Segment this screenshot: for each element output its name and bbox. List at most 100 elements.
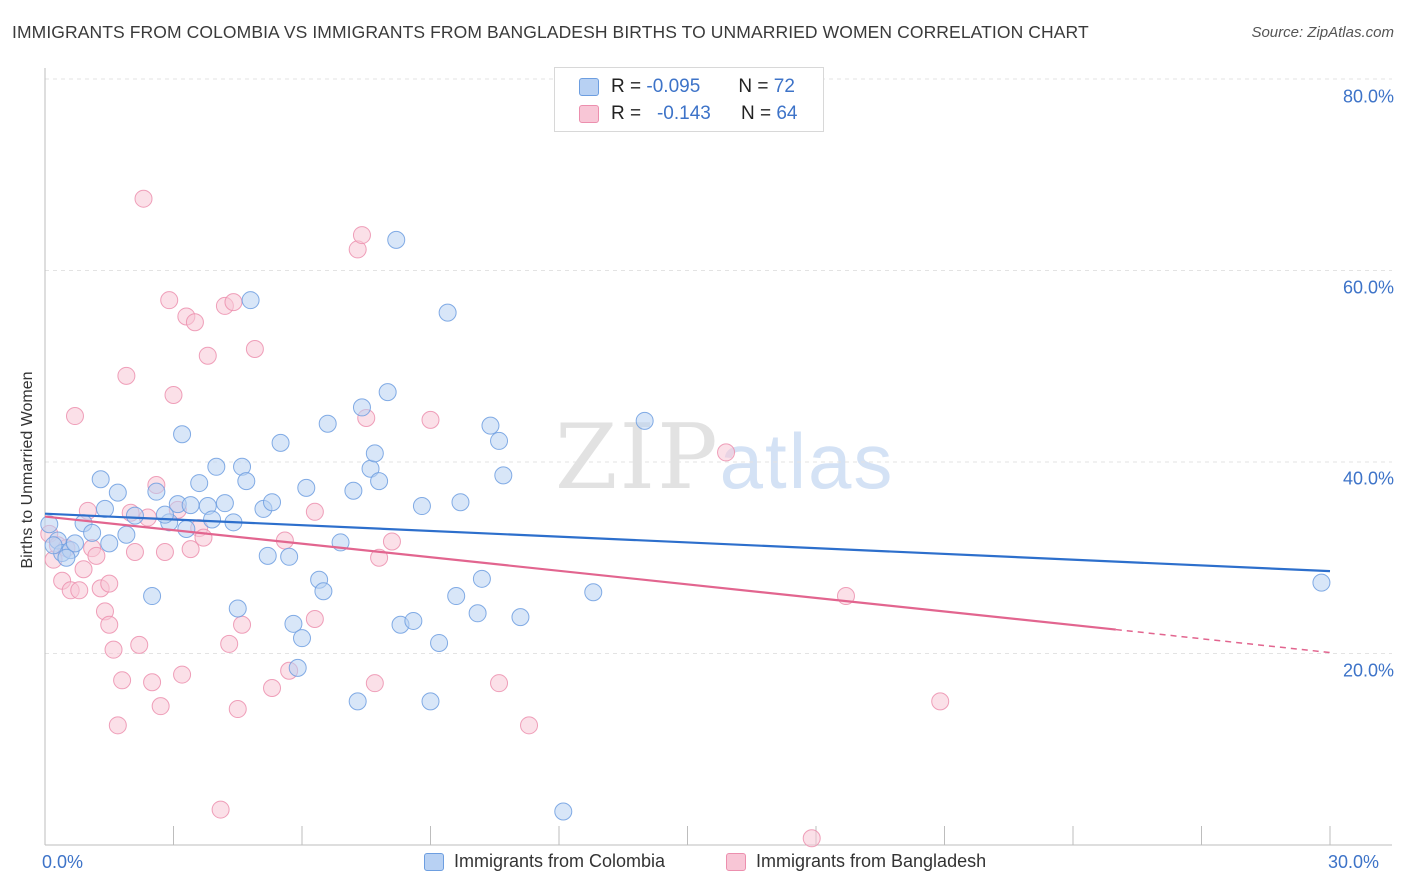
legend-row-bangladesh: R = -0.143 N = 64 [579, 102, 797, 126]
colombia-point [288, 658, 307, 677]
colombia-point [57, 548, 76, 567]
watermark-atlas: atlas [719, 417, 895, 505]
bangladesh-point [117, 366, 136, 385]
axes [44, 68, 1392, 846]
colombia-point [280, 547, 299, 566]
colombia-point [203, 510, 222, 529]
bangladesh-point [173, 665, 192, 684]
colombia-point [271, 433, 290, 452]
bangladesh-point [130, 635, 149, 654]
colombia-swatch [424, 852, 444, 871]
colombia-point [258, 546, 277, 565]
bangladesh-point [155, 543, 174, 562]
bangladesh-point [931, 692, 950, 711]
bangladesh-point [802, 829, 821, 848]
legend-row-colombia: R = -0.095 N = 72 [579, 75, 795, 99]
bangladesh-point [125, 543, 144, 562]
bangladesh-point [185, 313, 204, 332]
colombia-point [494, 466, 513, 485]
n-label: N = [738, 76, 769, 97]
chart-title: IMMIGRANTS FROM COLOMBIA VS IMMIGRANTS F… [12, 22, 1089, 42]
bangladesh-point [365, 674, 384, 693]
colombia-point [365, 444, 384, 463]
bangladesh-trend-line [44, 515, 1116, 631]
colombia-point [472, 569, 491, 588]
bangladesh-point [65, 407, 84, 426]
colombia-point [237, 472, 256, 491]
colombia-point [348, 692, 367, 711]
bangladesh-point [198, 346, 217, 365]
y-tick-label: 20.0% [1342, 660, 1394, 681]
y-tick-label: 60.0% [1342, 277, 1394, 298]
colombia-point [95, 499, 114, 518]
bangladesh-point [100, 615, 119, 634]
colombia-point [228, 599, 247, 618]
colombia-point [143, 587, 162, 606]
bangladesh-point [211, 800, 230, 819]
bangladesh-point [181, 540, 200, 559]
bangladesh-point [143, 673, 162, 692]
bottom-legend-colombia: Immigrants from Colombia [424, 851, 665, 872]
y-tick-label: 80.0% [1342, 86, 1394, 107]
colombia-point [490, 431, 509, 450]
bangladesh-point [245, 340, 264, 359]
bangladesh-point [352, 226, 371, 245]
bangladesh-r-value: -0.143 [656, 103, 711, 124]
colombia-point [314, 582, 333, 601]
colombia-point [190, 474, 209, 493]
colombia-point [284, 614, 303, 633]
n-label: N = [740, 103, 772, 124]
colombia-r-value: -0.095 [646, 76, 701, 97]
bangladesh-swatch [579, 105, 599, 123]
bangladesh-legend-label: Immigrants from Bangladesh [756, 851, 987, 871]
bangladesh-point [421, 410, 440, 429]
colombia-point [554, 802, 573, 821]
bangladesh-point [520, 716, 539, 735]
bangladesh-point [490, 674, 509, 693]
bangladesh-point [305, 610, 324, 629]
bangladesh-point [160, 291, 179, 310]
bangladesh-point [164, 385, 183, 404]
colombia-trend-line [44, 512, 1331, 573]
bangladesh-point [108, 716, 127, 735]
source-label: Source: ZipAtlas.com [1251, 24, 1394, 41]
colombia-point [421, 692, 440, 711]
colombia-point [44, 536, 63, 555]
colombia-point [173, 425, 192, 444]
colombia-n-value: 72 [773, 76, 795, 97]
bottom-legend-bangladesh: Immigrants from Bangladesh [726, 851, 986, 872]
colombia-points [40, 230, 1331, 821]
colombia-point [468, 604, 487, 623]
bangladesh-point [263, 678, 282, 697]
y-tick-label: 40.0% [1342, 468, 1394, 489]
colombia-point [293, 629, 311, 648]
colombia-point [344, 481, 363, 500]
bangladesh-n-value: 64 [776, 103, 798, 124]
bangladesh-point [382, 532, 401, 551]
bangladesh-point [70, 581, 89, 600]
colombia-point [263, 493, 282, 512]
colombia-point [91, 470, 110, 489]
colombia-point [481, 416, 500, 435]
bangladesh-point [370, 548, 389, 567]
colombia-point [181, 496, 200, 515]
colombia-point [297, 478, 316, 497]
bangladesh-point [87, 546, 106, 565]
bangladesh-point [220, 634, 239, 653]
bangladesh-point [104, 640, 123, 659]
colombia-point [511, 608, 530, 627]
colombia-point [83, 523, 102, 542]
bangladesh-point [717, 443, 736, 462]
trend-lines [44, 512, 1331, 654]
colombia-swatch [579, 78, 599, 96]
colombia-point [438, 303, 457, 322]
colombia-point [451, 493, 470, 512]
bangladesh-trend-extension [1115, 628, 1331, 654]
colombia-point [318, 414, 337, 433]
bangladesh-point [151, 697, 170, 716]
colombia-point [584, 583, 603, 602]
bangladesh-point [224, 293, 243, 312]
colombia-point [635, 411, 654, 430]
colombia-point [412, 497, 431, 516]
bangladesh-point [113, 671, 132, 690]
